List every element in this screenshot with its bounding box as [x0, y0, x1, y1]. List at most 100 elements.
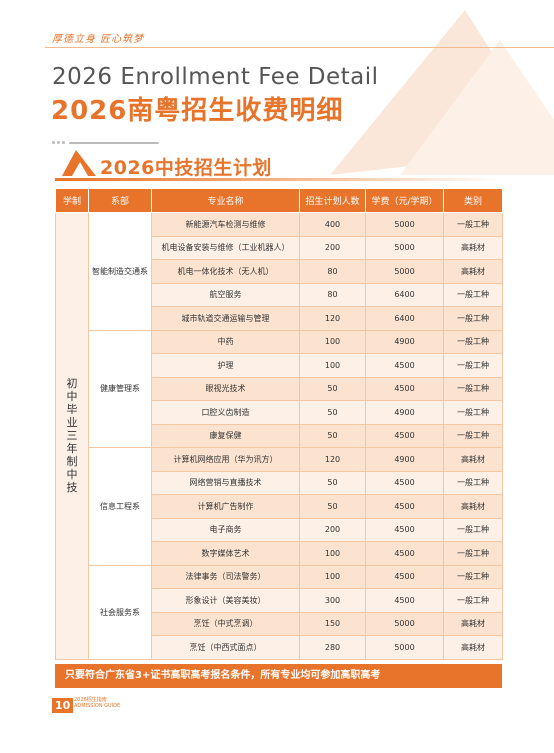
table-row: 机电一体化技术（无人机） 80 5000 高耗材: [56, 259, 503, 284]
guide-label-cn: 2026招生指南: [74, 697, 107, 703]
table-row: 城市轨道交通运输与管理 120 6400 一般工种: [56, 306, 503, 331]
category-cell: 高耗材: [443, 235, 503, 260]
major-cell: 口腔义齿制造: [151, 400, 300, 425]
tuition-cell: 4500: [365, 564, 444, 589]
category-cell: 高耗材: [443, 611, 503, 636]
category-cell: 高耗材: [443, 259, 503, 284]
plan-count-cell: 300: [299, 588, 366, 613]
major-cell: 航空服务: [151, 282, 300, 307]
table-row: 电子商务 200 4500 一般工种: [56, 517, 503, 542]
tuition-cell: 4500: [365, 494, 444, 519]
department-cell: 健康管理系: [88, 329, 152, 448]
plan-count-cell: 50: [299, 423, 366, 448]
category-cell: 一般工种: [443, 329, 503, 354]
major-cell: 数字媒体艺术: [151, 541, 300, 566]
plan-count-cell: 400: [299, 212, 366, 237]
tuition-cell: 4500: [365, 470, 444, 495]
tuition-cell: 4900: [365, 400, 444, 425]
table-row: 社会服务系 法律事务（司法警务） 100 4500 一般工种: [56, 564, 503, 660]
major-cell: 计算机广告制作: [151, 494, 300, 519]
section-underline: [55, 178, 503, 181]
category-cell: 一般工种: [443, 423, 503, 448]
table-row: 机电设备安装与维修（工业机器人） 200 5000 高耗材: [56, 235, 503, 260]
tuition-cell: 5000: [365, 635, 444, 660]
section-logo-icon: [62, 150, 96, 176]
page-number: 10: [52, 698, 74, 713]
tuition-cell: 4900: [365, 447, 444, 472]
table-row: 康复保健 50 4500 一般工种: [56, 423, 503, 448]
table-row: 口腔义齿制造 50 4900 一般工种: [56, 400, 503, 425]
header-rule: [45, 47, 554, 48]
tuition-cell: 5000: [365, 235, 444, 260]
decorative-dots: [52, 132, 161, 151]
table-header-row: 学制 系部 专业名称 招生计划人数 学费（元/学期） 类别: [55, 188, 503, 213]
table-body: 初中毕业三年制中技 智能制造交通系 新能源汽车检测与维修 400 5000 一般工种 机电设…: [55, 212, 503, 660]
table-row: 初中毕业三年制中技 智能制造交通系 新能源汽车检测与维修 400 5000 一般工种: [55, 212, 503, 660]
category-cell: 一般工种: [443, 376, 503, 401]
category-cell: 一般工种: [443, 353, 503, 378]
major-cell: 机电一体化技术（无人机）: [151, 259, 300, 284]
table-row: 烹饪（中西式面点） 280 5000 高耗材: [56, 635, 503, 660]
section-title: 2026中技招生计划: [100, 157, 272, 179]
category-cell: 一般工种: [443, 400, 503, 425]
department-cell: 社会服务系: [88, 564, 152, 660]
category-cell: 一般工种: [443, 541, 503, 566]
header-cell: 专业名称: [151, 188, 300, 213]
plan-count-cell: 50: [299, 376, 366, 401]
header-cell: 类别: [443, 188, 503, 213]
plan-count-cell: 50: [299, 494, 366, 519]
plan-count-cell: 120: [299, 447, 366, 472]
category-cell: 一般工种: [443, 564, 503, 589]
header-cell: 招生计划人数: [299, 188, 366, 213]
tuition-cell: 4500: [365, 541, 444, 566]
schooling-cell: 初中毕业三年制中技: [55, 212, 89, 660]
tuition-cell: 5000: [365, 259, 444, 284]
plan-count-cell: 200: [299, 235, 366, 260]
major-cell: 烹饪（中式烹调）: [151, 611, 300, 636]
guide-label-en: ADMISSION GUIDE: [74, 703, 121, 709]
category-cell: 一般工种: [443, 212, 503, 237]
major-cell: 法律事务（司法警务）: [151, 564, 300, 589]
plan-count-cell: 200: [299, 517, 366, 542]
major-cell: 新能源汽车检测与维修: [151, 212, 300, 237]
tuition-cell: 5000: [365, 212, 444, 237]
category-cell: 一般工种: [443, 306, 503, 331]
department-cell: 信息工程系: [88, 447, 152, 566]
major-cell: 机电设备安装与维修（工业机器人）: [151, 235, 300, 260]
page-title-english: 2026 Enrollment Fee Detail: [52, 64, 379, 90]
major-cell: 网络营销与直播技术: [151, 470, 300, 495]
table-row: 航空服务 80 6400 一般工种: [56, 282, 503, 307]
plan-count-cell: 120: [299, 306, 366, 331]
category-cell: 一般工种: [443, 588, 503, 613]
tuition-cell: 4900: [365, 329, 444, 354]
table-row: 信息工程系 计算机网络应用（华为讯方） 120 4900 高耗材: [56, 447, 503, 566]
major-cell: 电子商务: [151, 517, 300, 542]
table-row: 计算机广告制作 50 4500 高耗材: [56, 494, 503, 519]
tuition-cell: 4500: [365, 517, 444, 542]
plan-count-cell: 50: [299, 400, 366, 425]
table-row: 护理 100 4500 一般工种: [56, 353, 503, 378]
tuition-cell: 4500: [365, 588, 444, 613]
plan-count-cell: 80: [299, 259, 366, 284]
department-cell: 智能制造交通系: [88, 212, 152, 331]
tuition-cell: 5000: [365, 611, 444, 636]
tuition-cell: 4500: [365, 353, 444, 378]
tuition-cell: 4500: [365, 423, 444, 448]
table-row: 眼视光技术 50 4500 一般工种: [56, 376, 503, 401]
table-row: 健康管理系 中药 100 4900 一般工种: [56, 329, 503, 448]
major-cell: 烹饪（中西式面点）: [151, 635, 300, 660]
plan-count-cell: 150: [299, 611, 366, 636]
category-cell: 一般工种: [443, 470, 503, 495]
tuition-cell: 4500: [365, 376, 444, 401]
plan-count-cell: 100: [299, 329, 366, 354]
page-title-chinese: 2026南粤招生收费明细: [51, 96, 344, 126]
header-cell: 学制: [55, 188, 89, 213]
plan-count-cell: 100: [299, 541, 366, 566]
category-cell: 高耗材: [443, 635, 503, 660]
category-cell: 高耗材: [443, 447, 503, 472]
major-cell: 中药: [151, 329, 300, 354]
school-motto: 厚德立身 匠心筑梦: [52, 34, 145, 45]
major-cell: 形象设计（美容美妆）: [151, 588, 300, 613]
table-row: 网络营销与直播技术 50 4500 一般工种: [56, 470, 503, 495]
